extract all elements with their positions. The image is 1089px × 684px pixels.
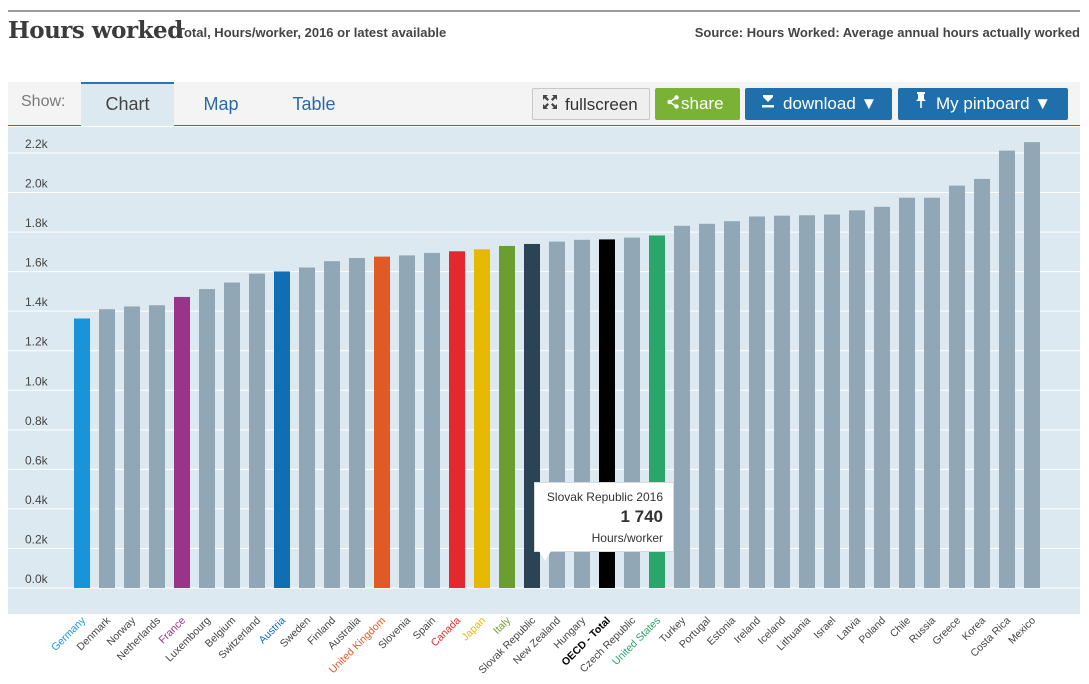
bar[interactable] — [974, 178, 990, 588]
show-label: Show: — [21, 93, 66, 110]
bar[interactable] — [299, 267, 315, 588]
y-tick-label: 1.4k — [25, 295, 49, 309]
pinboard-label: My pinboard ▼ — [936, 94, 1052, 113]
bar[interactable] — [424, 252, 440, 588]
bar[interactable] — [774, 215, 790, 588]
x-tick-label: Poland — [857, 615, 889, 647]
bar[interactable] — [924, 197, 940, 588]
header-rule — [8, 10, 1080, 12]
x-tick-label: Estonia — [705, 615, 738, 648]
y-tick-label: 0.6k — [25, 453, 49, 467]
fullscreen-label: fullscreen — [565, 95, 638, 114]
y-tick-label: 1.6k — [25, 256, 49, 270]
tab-table[interactable]: Table — [292, 94, 336, 114]
bar[interactable] — [1024, 142, 1040, 588]
bar[interactable] — [74, 318, 90, 588]
tooltip-label: Slovak Republic 2016 — [546, 490, 663, 504]
bar[interactable] — [674, 225, 690, 588]
y-tick-label: 1.0k — [25, 374, 49, 388]
bar[interactable] — [274, 271, 290, 588]
fullscreen-button[interactable]: fullscreen — [532, 88, 650, 120]
bar[interactable] — [174, 296, 190, 588]
page-subtitle: Total, Hours/worker, 2016 or latest avai… — [177, 25, 447, 40]
y-tick-label: 0.4k — [25, 493, 49, 507]
bar[interactable] — [474, 249, 490, 588]
bar[interactable] — [949, 185, 965, 588]
bar[interactable] — [999, 150, 1015, 589]
x-tick-label: Israel — [811, 615, 838, 642]
bar[interactable] — [124, 306, 140, 588]
bar[interactable] — [249, 273, 265, 588]
tooltip-unit: Hours/worker — [591, 531, 663, 545]
download-label: download ▼ — [783, 94, 878, 113]
bar[interactable] — [699, 223, 715, 588]
y-tick-label: 0.0k — [25, 572, 49, 586]
y-tick-label: 1.8k — [25, 216, 49, 230]
x-tick-label: Greece — [930, 615, 963, 648]
y-tick-label: 0.8k — [25, 414, 49, 428]
view-toolbar: Show: Chart Map Table fullscreen share d… — [8, 82, 1080, 126]
pin-icon — [912, 89, 930, 121]
bar[interactable] — [799, 215, 815, 588]
bar[interactable] — [724, 221, 740, 588]
bar[interactable] — [749, 216, 765, 588]
bar[interactable] — [349, 257, 365, 588]
bar[interactable] — [449, 251, 465, 589]
y-tick-label: 2.0k — [25, 177, 49, 191]
share-label: share — [681, 94, 724, 113]
bar[interactable] — [199, 289, 215, 588]
tooltip-value: 1 740 — [620, 507, 663, 526]
bar[interactable] — [874, 206, 890, 589]
bar[interactable] — [99, 309, 115, 588]
x-tick-label: Japan — [459, 615, 488, 644]
download-button[interactable]: download ▼ — [745, 88, 892, 120]
tab-map[interactable]: Map — [203, 94, 239, 114]
x-tick-label: Mexico — [1006, 615, 1038, 647]
tab-chart[interactable]: Chart — [81, 82, 174, 126]
bar[interactable] — [399, 255, 415, 588]
bar[interactable] — [374, 256, 390, 588]
source-note: Source: Hours Worked: Average annual hou… — [694, 25, 1080, 40]
bar[interactable] — [324, 261, 340, 588]
y-tick-label: 2.2k — [25, 137, 49, 151]
y-tick-label: 1.2k — [25, 335, 49, 349]
bar[interactable] — [149, 305, 165, 588]
share-icon — [667, 89, 679, 121]
download-icon — [759, 89, 777, 121]
pinboard-button[interactable]: My pinboard ▼ — [898, 88, 1068, 120]
bar[interactable] — [899, 197, 915, 588]
chart-tooltip: Slovak Republic 2016 1 740 Hours/worker — [534, 482, 674, 561]
page-title: Hours worked — [8, 17, 183, 44]
expand-icon — [541, 90, 559, 122]
share-button[interactable]: share — [655, 88, 740, 120]
bar[interactable] — [849, 210, 865, 588]
y-tick-label: 0.2k — [25, 532, 49, 546]
bar[interactable] — [224, 282, 240, 588]
bar[interactable] — [499, 245, 515, 588]
bar[interactable] — [824, 214, 840, 589]
